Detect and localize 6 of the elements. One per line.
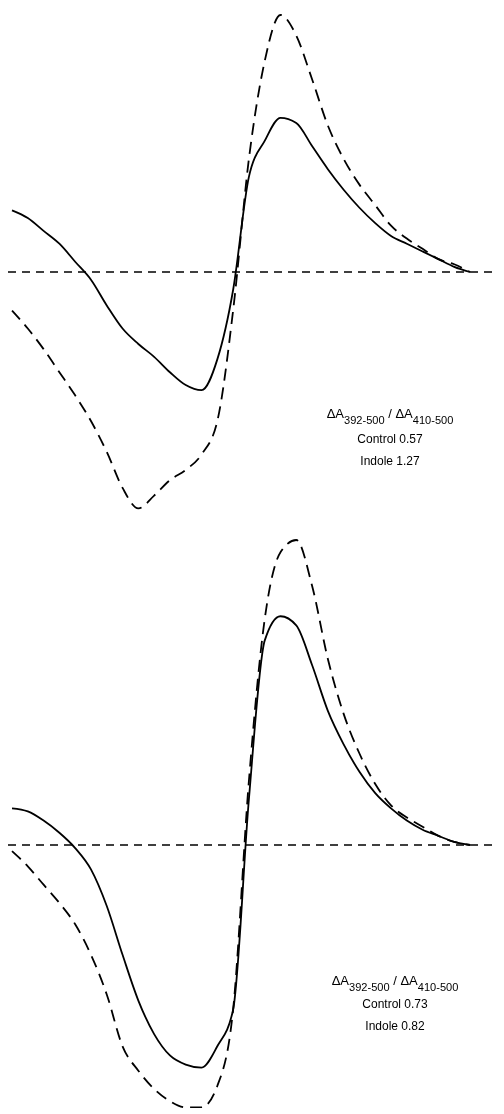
annotation: ΔA$_{392-500}$ / ΔA$_{410-500}$ bbox=[326, 406, 454, 426]
annotation: Indole 1.27 bbox=[360, 454, 421, 468]
annotation: Indole 0.82 bbox=[365, 1019, 426, 1033]
annotation: Control 0.73 bbox=[362, 997, 429, 1011]
annotation: ΔA$_{392-500}$ / ΔA$_{410-500}$ bbox=[331, 973, 459, 993]
annotation: Control 0.57 bbox=[357, 432, 424, 446]
